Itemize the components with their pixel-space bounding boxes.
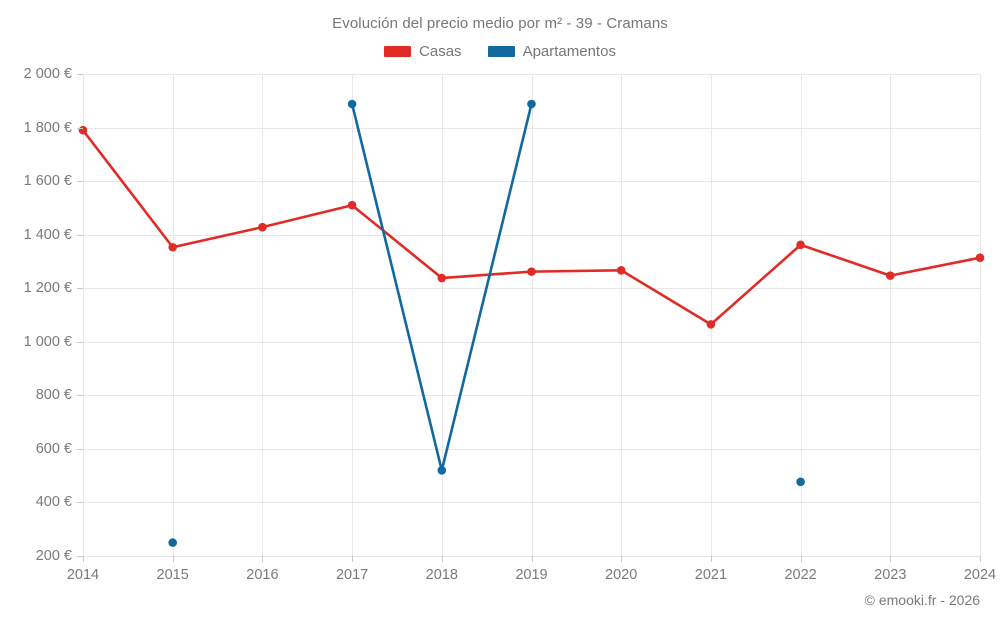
gridline-horizontal	[83, 448, 980, 450]
chart-title: Evolución del precio medio por m² - 39 -…	[332, 15, 668, 32]
y-axis-tick-label: 1 600 €	[23, 173, 72, 190]
x-axis-tick-mark	[262, 556, 264, 562]
gridline-vertical	[83, 74, 84, 556]
y-axis-tick-label: 1 200 €	[23, 280, 72, 297]
x-axis-tick-label: 2022	[784, 567, 817, 583]
y-axis-tick-mark	[77, 234, 83, 236]
legend-swatch-icon	[487, 46, 515, 57]
data-point-marker[interactable]	[527, 99, 536, 109]
gridline-vertical	[621, 74, 623, 556]
gridline-horizontal	[83, 341, 980, 343]
x-axis-tick-label: 2015	[156, 567, 189, 583]
x-axis-tick-label: 2019	[515, 567, 548, 583]
credit-label: © emooki.fr - 2026	[864, 592, 980, 608]
x-axis-tick-mark	[352, 556, 354, 562]
data-point-marker[interactable]	[168, 242, 177, 252]
x-axis-tick-label: 2024	[963, 567, 997, 583]
gridline-vertical	[441, 74, 443, 556]
x-axis-tick-label: 2018	[425, 567, 458, 583]
y-axis-tick-label: 1 400 €	[23, 226, 72, 243]
chart-legend: Casas Apartamentos	[0, 43, 1000, 60]
plot-area	[78, 74, 985, 557]
legend-swatch-icon	[384, 46, 412, 57]
gridline-horizontal	[83, 288, 980, 290]
legend-item-apartamentos[interactable]: Apartamentos	[487, 43, 616, 60]
data-point-marker[interactable]	[975, 253, 985, 262]
y-axis-tick-mark	[77, 341, 83, 343]
data-point-marker[interactable]	[796, 240, 805, 250]
legend-item-label: Apartamentos	[522, 43, 616, 60]
x-axis-tick-mark	[441, 556, 443, 562]
y-axis-tick-label: 200 €	[35, 548, 72, 564]
gridline-vertical	[710, 74, 712, 556]
x-axis-tick-label: 2016	[246, 567, 279, 583]
y-axis-tick-label: 1 000 €	[23, 333, 72, 350]
data-point-marker[interactable]	[437, 466, 447, 475]
gridline-vertical	[890, 74, 892, 556]
data-point-marker[interactable]	[796, 477, 805, 487]
y-axis-tick-mark	[77, 181, 83, 183]
gridline-vertical	[352, 74, 354, 556]
y-axis-tick-label: 800 €	[35, 387, 72, 404]
x-axis-tick-mark	[800, 556, 802, 562]
data-point-marker[interactable]	[347, 99, 357, 109]
y-axis-tick-mark	[77, 556, 83, 557]
y-axis-tick-label: 600 €	[35, 440, 72, 457]
gridline-horizontal	[83, 234, 980, 236]
x-axis-tick-label: 2023	[874, 567, 907, 583]
data-point-marker[interactable]	[527, 267, 536, 276]
x-axis-tick-label: 2020	[605, 567, 638, 583]
y-axis-tick-mark	[77, 127, 83, 129]
gridline-vertical	[172, 74, 174, 556]
data-point-marker[interactable]	[706, 320, 716, 329]
y-axis-tick-label: 2 000 €	[23, 66, 72, 82]
series-line-apartamentos	[350, 102, 533, 472]
x-axis-tick-mark	[621, 556, 623, 562]
x-axis-tick-mark	[710, 556, 712, 562]
data-point-marker[interactable]	[886, 271, 895, 280]
gridline-vertical	[262, 74, 264, 556]
y-axis-tick-mark	[77, 288, 83, 290]
data-point-marker[interactable]	[168, 538, 177, 547]
data-point-marker[interactable]	[347, 200, 357, 210]
x-axis-tick-label: 2017	[335, 567, 369, 583]
y-axis-tick-mark	[77, 395, 83, 397]
x-axis-tick-mark	[531, 556, 533, 562]
y-axis-tick-mark	[77, 74, 83, 75]
x-axis-tick-mark	[890, 556, 892, 562]
x-axis-tick-mark	[83, 556, 84, 562]
x-axis-tick-mark	[172, 556, 174, 562]
y-axis-tick-label: 400 €	[35, 494, 72, 511]
gridline-vertical	[531, 74, 533, 556]
data-point-marker[interactable]	[437, 273, 447, 283]
x-axis-tick-label: 2014	[66, 567, 100, 583]
series-layer	[78, 99, 985, 547]
x-axis-tick-mark	[980, 556, 981, 562]
series-line-casas	[81, 128, 982, 326]
gridline-vertical	[800, 74, 802, 556]
gridline-horizontal	[83, 395, 980, 397]
y-axis-tick-label: 1 800 €	[23, 119, 72, 136]
gridline-horizontal	[83, 181, 980, 183]
gridline-horizontal	[83, 127, 980, 129]
data-point-marker[interactable]	[258, 222, 267, 232]
x-axis-tick-label: 2021	[694, 567, 728, 583]
legend-item-label: Casas	[419, 43, 462, 60]
data-point-marker[interactable]	[616, 265, 626, 275]
y-axis-tick-mark	[77, 448, 83, 450]
legend-item-casas[interactable]: Casas	[384, 43, 462, 60]
y-axis-tick-mark	[77, 502, 83, 504]
gridline-vertical	[980, 74, 981, 556]
gridline-horizontal	[83, 502, 980, 504]
gridline-horizontal	[83, 74, 980, 75]
